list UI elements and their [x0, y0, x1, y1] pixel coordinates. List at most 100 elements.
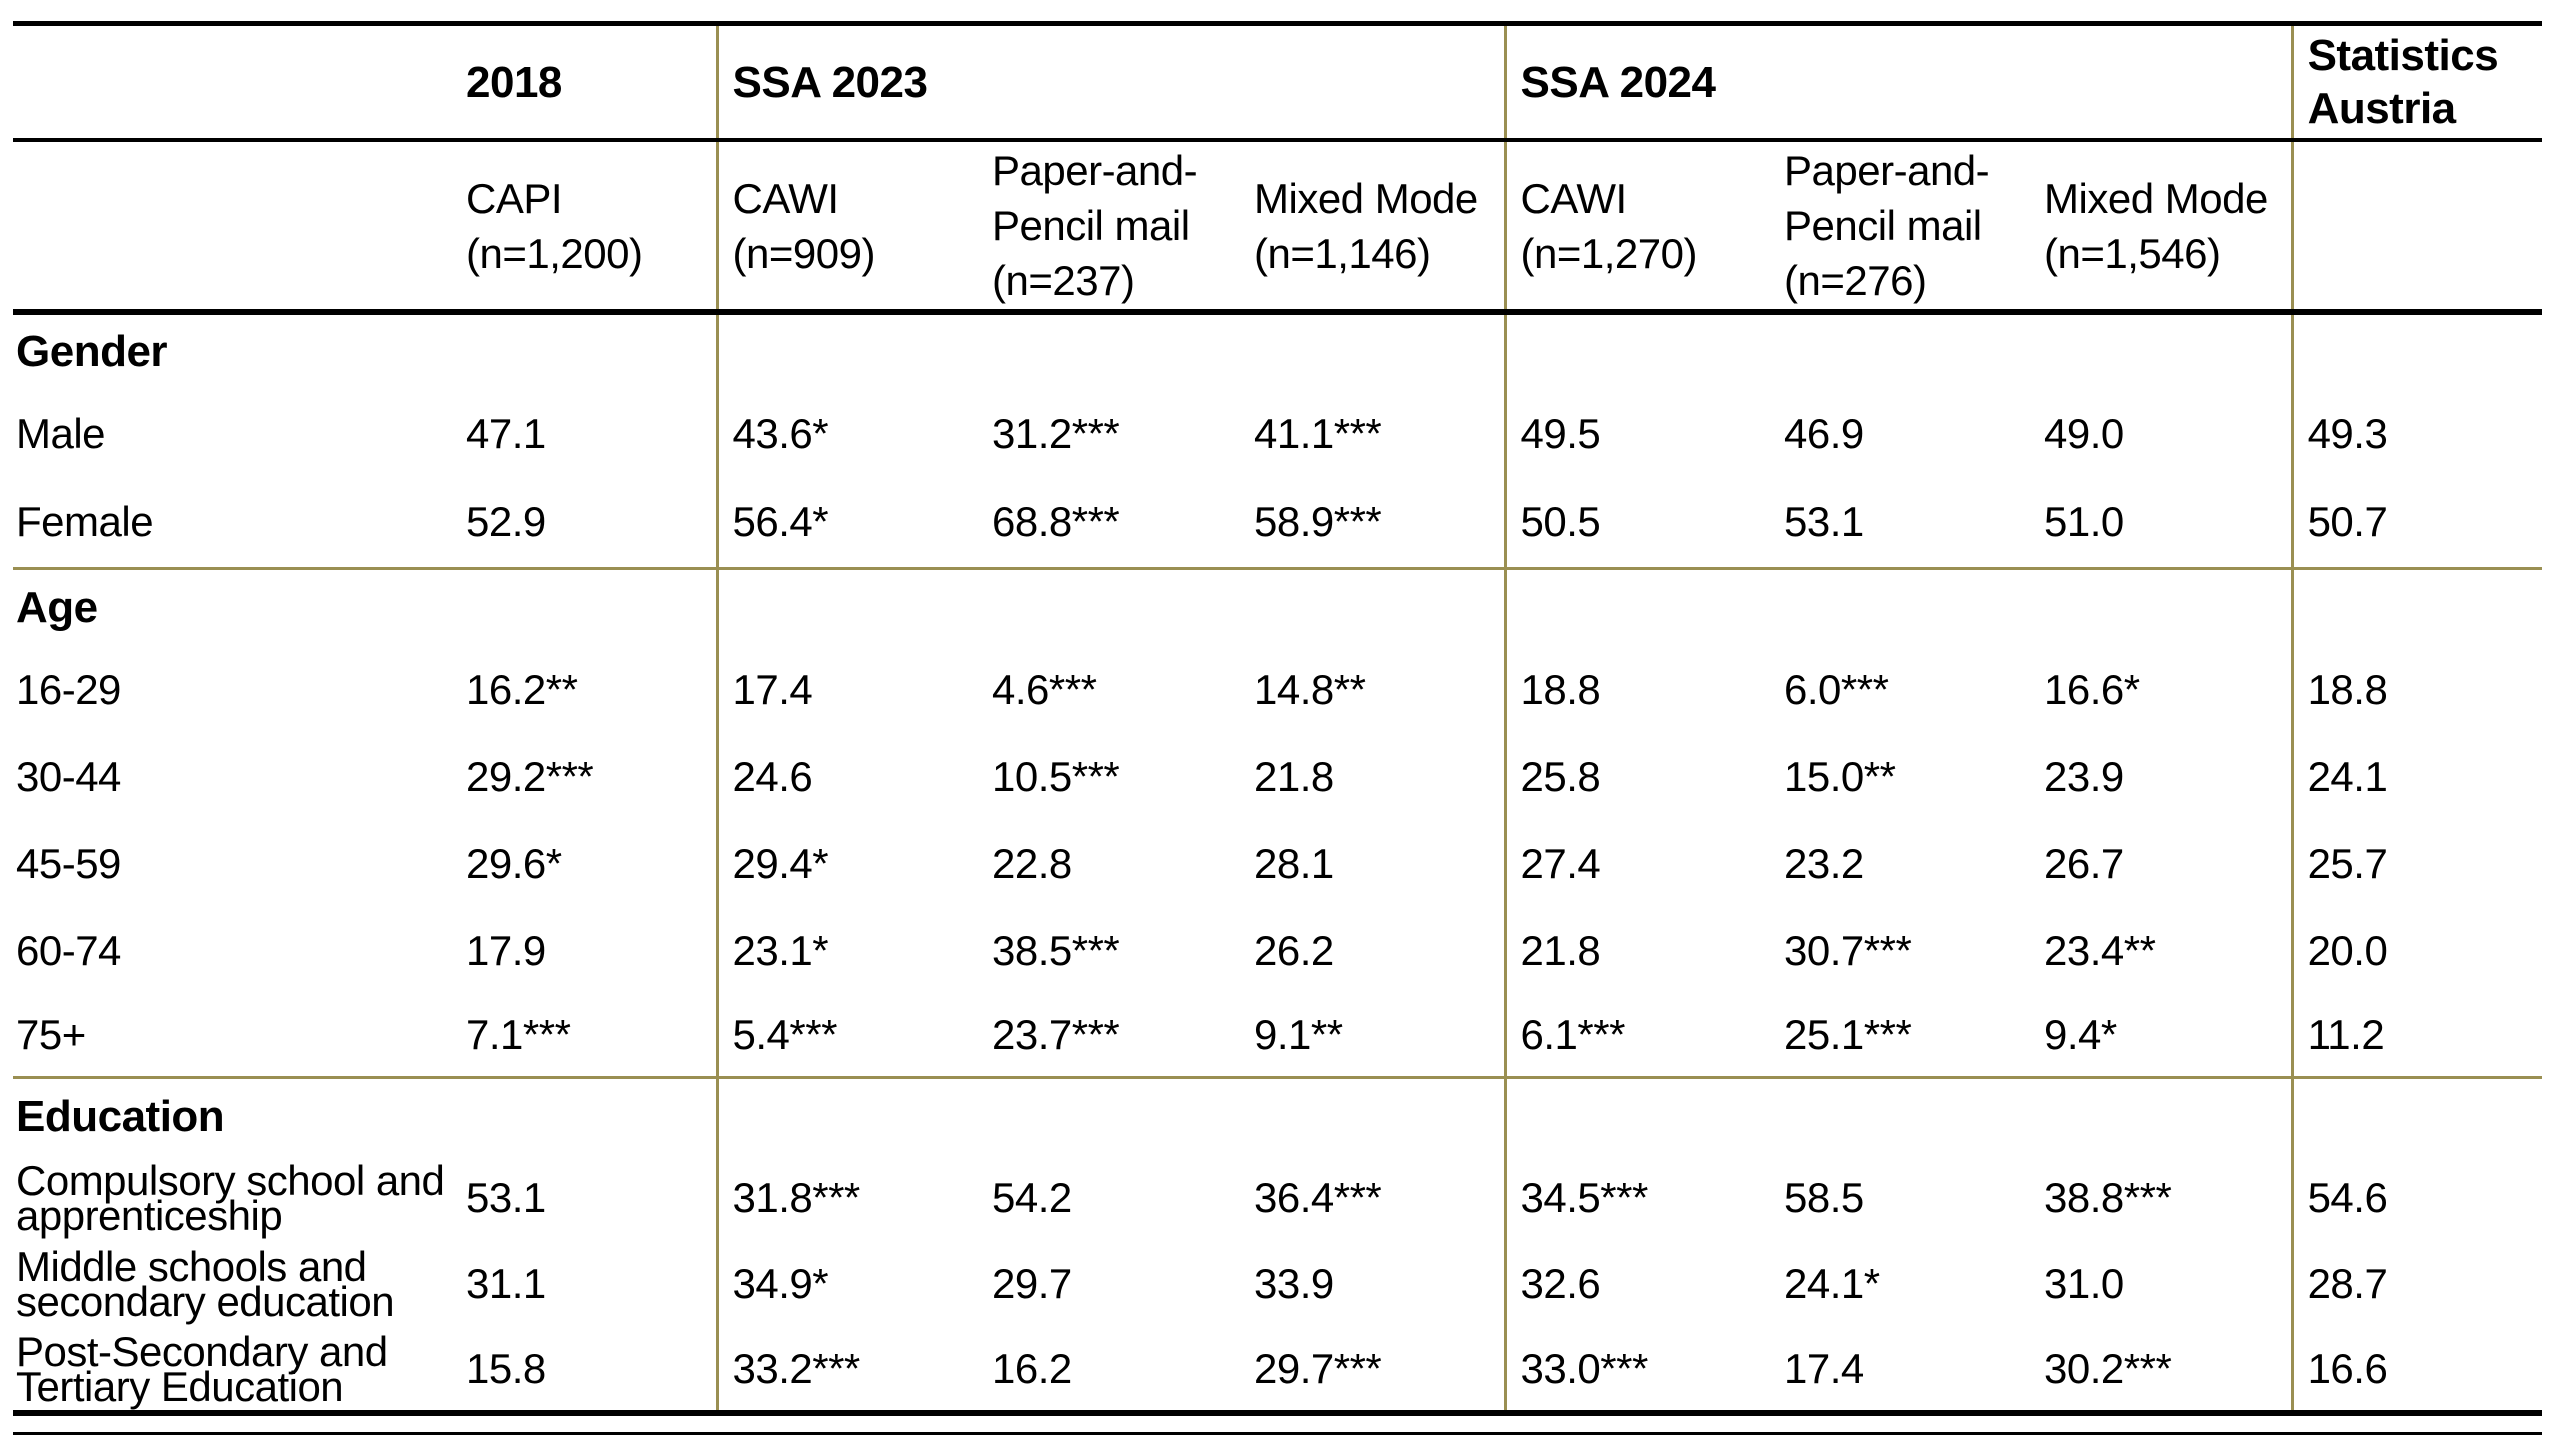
header-year-cell: SSA 2023 — [715, 23, 1506, 142]
header-year-line: 2018 — [466, 57, 562, 107]
value-cell: 16.2 — [978, 1327, 1240, 1416]
row-label-line: Compulsory school and — [16, 1157, 445, 1204]
row-label-line: secondary education — [16, 1278, 395, 1325]
empty-cell — [715, 568, 978, 646]
value-cell: 43.6* — [715, 390, 978, 477]
empty-cell — [1770, 1077, 2030, 1155]
value-cell: 14.8** — [1254, 665, 1366, 713]
value-cell: 30.2*** — [2030, 1327, 2293, 1416]
value-cell: 50.7 — [2290, 477, 2543, 570]
header-mode-line: Pencil mail — [992, 202, 1190, 249]
value-cell: 53.1 — [1770, 477, 2031, 570]
row-label: 45-59 — [16, 839, 121, 887]
row-label: Middle schools and secondary education — [13, 1241, 452, 1327]
header-mode-cell — [2290, 140, 2543, 315]
row-label-line: apprenticeship — [16, 1192, 283, 1239]
header-mode-line: Mixed Mode — [1254, 174, 1478, 222]
bottom-double-rule-thin-line — [13, 1432, 2542, 1435]
empty-cell — [1770, 568, 2030, 646]
value-cell: 31.2*** — [992, 409, 1120, 457]
table-row: 60-74 17.9 23.1* 38.5*** 26.2 21.8 30.7*** 23.4… — [13, 907, 2543, 994]
section-title: Education — [16, 1091, 225, 1141]
value-cell: 49.5 — [1503, 390, 1771, 477]
header-year-line: Austria — [2307, 84, 2457, 133]
value-cell: 52.9 — [452, 477, 717, 570]
row-label-line: Middle schools and — [16, 1243, 367, 1290]
table-row: Middle schools and secondary education 31.… — [13, 1241, 2543, 1327]
value-cell: 4.6*** — [992, 665, 1097, 713]
value-cell: 29.2*** — [466, 752, 594, 800]
value-cell: 56.4* — [715, 477, 978, 570]
value-cell: 24.6 — [715, 733, 978, 820]
row-label-line: Post-Secondary and — [16, 1327, 388, 1375]
header-year-cell: Statistics Austria — [2290, 23, 2543, 142]
value-cell: 9.1** — [1240, 994, 1506, 1079]
header-mode-cell: CAWI (n=1,270) — [1503, 140, 1771, 315]
empty-cell — [978, 568, 1240, 646]
header-mode-cell: Mixed Mode (n=1,146) — [1240, 140, 1506, 315]
value-cell: 6.0*** — [1784, 665, 1889, 713]
value-cell: 24.1* — [1784, 1260, 1880, 1308]
value-cell: 15.8 — [452, 1327, 717, 1416]
header-mode-line: Mixed Mode — [2044, 174, 2268, 222]
empty-cell — [715, 1077, 978, 1155]
value-cell: 38.8*** — [2044, 1174, 2172, 1222]
header-mode-line: (n=1,546) — [2044, 229, 2221, 277]
empty-cell — [1240, 1077, 1505, 1155]
header-row-modes: CAPI (n=1,200) CAWI (n=909) Paper-and- Pencil… — [13, 140, 2543, 315]
value-cell: 29.6* — [466, 839, 562, 887]
value-cell: 21.8 — [1254, 752, 1334, 800]
value-cell: 58.5 — [1784, 1174, 1864, 1222]
header-mode-line: CAPI — [466, 174, 563, 222]
table-row: Female 52.9 56.4* 68.8*** 58.9*** 50.5 53.1 51.… — [13, 477, 2543, 570]
row-label: 30-44 — [16, 752, 121, 800]
header-year-line: SSA 2024 — [1520, 57, 1716, 107]
value-cell: 10.5*** — [992, 752, 1120, 800]
value-cell: 33.0*** — [1503, 1327, 1771, 1416]
section-title: Age — [16, 582, 98, 632]
row-label: Post-Secondary and Tertiary Education — [13, 1327, 452, 1416]
value-cell: 31.0 — [2044, 1260, 2124, 1308]
value-cell: 6.1*** — [1503, 994, 1771, 1079]
empty-cell — [978, 312, 1240, 390]
value-cell: 50.5 — [1503, 477, 1771, 570]
section-header-row: Education — [13, 1077, 2543, 1155]
value-cell: 25.7 — [2290, 820, 2543, 907]
header-mode-line: (n=276) — [1784, 257, 1927, 304]
empty-cell — [2290, 312, 2543, 390]
header-mode-line: CAWI — [732, 174, 840, 222]
header-mode-line: (n=1,146) — [1254, 229, 1431, 277]
mode-comparison-table: 2018 SSA 2023 SSA 2024 Statistics Austria CAP… — [13, 21, 2543, 1416]
value-cell: 31.8*** — [715, 1155, 978, 1241]
empty-cell — [2030, 568, 2292, 646]
value-cell: 54.6 — [2290, 1155, 2543, 1241]
value-cell: 11.2 — [2290, 994, 2543, 1079]
empty-cell — [1503, 1077, 1771, 1155]
value-cell: 29.4* — [715, 820, 978, 907]
header-mode-line: (n=909) — [732, 229, 876, 277]
value-cell: 21.8 — [1503, 907, 1771, 994]
header-mode-cell: CAPI (n=1,200) — [452, 140, 717, 315]
value-cell: 5.4*** — [715, 994, 978, 1079]
header-mode-cell: Paper-and- Pencil mail (n=276) — [1770, 140, 2031, 315]
table-row: 75+ 7.1*** 5.4*** 23.7*** 9.1** 6.1*** 25.1***… — [13, 994, 2543, 1079]
value-cell: 23.9 — [2044, 752, 2124, 800]
row-label: 16-29 — [16, 665, 121, 713]
value-cell: 25.8 — [1503, 733, 1771, 820]
header-mode-line: (n=237) — [992, 257, 1135, 304]
value-cell: 30.7*** — [1784, 926, 1912, 974]
row-label-line: Tertiary Education — [16, 1362, 344, 1410]
table-header: 2018 SSA 2023 SSA 2024 Statistics Austria CAP… — [13, 23, 2543, 315]
value-cell: 16.6 — [2290, 1327, 2543, 1416]
empty-cell — [1503, 568, 1771, 646]
value-cell: 15.0** — [1784, 752, 1896, 800]
empty-cell — [452, 1077, 717, 1155]
row-label: Compulsory school and apprenticeship — [13, 1155, 452, 1241]
value-cell: 27.4 — [1503, 820, 1771, 907]
empty-cell — [715, 312, 978, 390]
value-cell: 31.1 — [466, 1260, 546, 1308]
value-cell: 16.2** — [466, 665, 578, 713]
header-mode-cell: CAWI (n=909) — [715, 140, 978, 315]
value-cell: 34.9* — [715, 1241, 978, 1327]
